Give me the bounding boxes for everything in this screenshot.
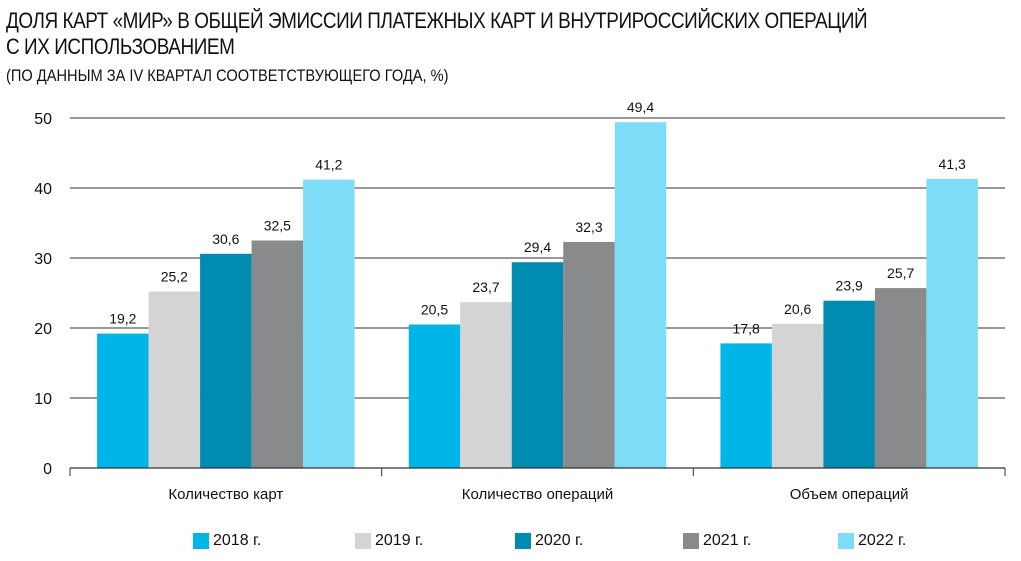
legend-label: 2021 г. bbox=[703, 532, 752, 549]
legend-swatch bbox=[355, 533, 371, 549]
data-label: 25,7 bbox=[887, 265, 914, 281]
legend-swatch bbox=[683, 533, 699, 549]
y-tick-label: 10 bbox=[34, 391, 52, 408]
chart-title: ДОЛЯ КАРТ «МИР» В ОБЩЕЙ ЭМИССИИ ПЛАТЕЖНЫ… bbox=[6, 8, 868, 33]
data-label: 41,3 bbox=[939, 156, 966, 172]
bar bbox=[148, 291, 201, 468]
legend-item: 2021 г. bbox=[683, 532, 751, 550]
bar bbox=[97, 333, 149, 468]
bar bbox=[926, 178, 978, 468]
bar bbox=[460, 302, 512, 468]
bar bbox=[408, 324, 461, 468]
y-tick-label: 0 bbox=[43, 461, 52, 478]
data-label: 32,5 bbox=[264, 218, 291, 234]
data-label: 20,6 bbox=[784, 301, 811, 317]
bar bbox=[511, 262, 564, 468]
bar bbox=[251, 240, 304, 468]
data-label: 29,4 bbox=[524, 239, 551, 255]
legend-label: 2018 г. bbox=[213, 532, 262, 549]
data-label: 49,4 bbox=[627, 99, 654, 115]
data-label: 20,5 bbox=[421, 302, 448, 318]
bar bbox=[200, 253, 252, 468]
bar bbox=[771, 323, 824, 468]
bar bbox=[563, 241, 615, 468]
bar bbox=[614, 122, 667, 468]
data-label: 17,8 bbox=[733, 320, 760, 336]
legend-label: 2022 г. bbox=[858, 532, 907, 549]
legend-item: 2018 г. bbox=[193, 532, 261, 550]
data-label: 30,6 bbox=[212, 231, 239, 247]
x-tick-label: Количество операций bbox=[462, 486, 614, 503]
chart-title-line2: С ИХ ИСПОЛЬЗОВАНИЕМ bbox=[6, 34, 235, 59]
legend-item: 2022 г. bbox=[838, 532, 906, 550]
data-label: 23,9 bbox=[836, 278, 863, 294]
y-tick-label: 40 bbox=[34, 181, 52, 198]
y-tick-label: 20 bbox=[34, 321, 52, 338]
legend-swatch bbox=[515, 533, 531, 549]
x-tick-label: Количество карт bbox=[168, 486, 283, 503]
data-label: 41,2 bbox=[315, 157, 342, 173]
data-label: 19,2 bbox=[109, 311, 136, 327]
data-label: 23,7 bbox=[472, 279, 499, 295]
y-tick-label: 30 bbox=[34, 251, 52, 268]
legend-swatch bbox=[838, 533, 854, 549]
legend-label: 2020 г. bbox=[535, 532, 584, 549]
legend-swatch bbox=[193, 533, 209, 549]
bar bbox=[720, 343, 772, 468]
chart-subtitle: (ПО ДАННЫМ ЗА IV КВАРТАЛ СООТВЕТСТВУЮЩЕГ… bbox=[6, 66, 449, 85]
x-tick-label: Объем операций bbox=[790, 486, 909, 503]
data-label: 32,3 bbox=[575, 219, 602, 235]
y-tick-label: 50 bbox=[34, 111, 52, 128]
bar bbox=[874, 288, 927, 468]
bar bbox=[823, 300, 875, 468]
legend-label: 2019 г. bbox=[375, 532, 424, 549]
data-label: 25,2 bbox=[161, 269, 188, 285]
bar bbox=[303, 179, 355, 468]
legend-item: 2020 г. bbox=[515, 532, 583, 550]
legend-item: 2019 г. bbox=[355, 532, 423, 550]
